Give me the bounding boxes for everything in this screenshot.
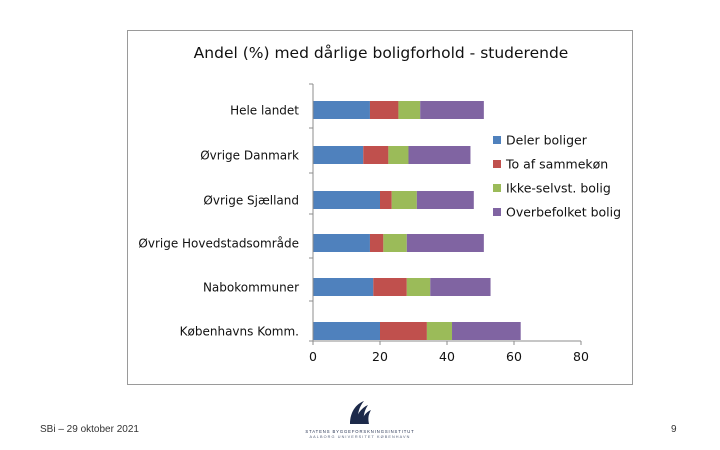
bar-segment: [420, 101, 484, 119]
legend-swatch: [493, 208, 501, 216]
bar-segment: [398, 101, 421, 119]
logo-mark-icon: [350, 401, 371, 424]
logo-text-line2: AALBORG UNIVERSITET KØBENHAVN: [309, 435, 411, 439]
institute-logo: STATENS BYGGEFORSKNINGSINSTITUT AALBORG …: [298, 398, 422, 442]
legend-label: Ikke-selvst. bolig: [506, 181, 611, 196]
page-number: 9: [671, 424, 677, 435]
category-label: Øvrige Hovedstadsområde: [138, 237, 299, 251]
bar-segment: [406, 278, 431, 296]
legend-label: Deler boliger: [506, 133, 588, 148]
chart-title: Andel (%) med dårlige boligforhold - stu…: [194, 44, 569, 62]
bar-segment: [388, 146, 409, 164]
category-label: Nabokommuner: [203, 281, 299, 295]
legend-label: To af sammekøn: [505, 157, 608, 172]
x-tick-label: 80: [573, 349, 589, 364]
legend-swatch: [493, 184, 501, 192]
bar-segment: [313, 101, 370, 119]
bar-segment: [313, 146, 364, 164]
legend-label: Overbefolket bolig: [506, 205, 621, 220]
category-label: Hele landet: [230, 104, 299, 118]
footer-date: SBi – 29 oktober 2021: [40, 424, 139, 435]
bar-segment: [380, 322, 427, 340]
category-label: Københavns Komm.: [180, 325, 299, 339]
bar-segment: [313, 278, 374, 296]
logo-text-line1: STATENS BYGGEFORSKNINGSINSTITUT: [305, 429, 415, 434]
bar-segment: [406, 234, 484, 252]
x-tick-label: 60: [506, 349, 522, 364]
bar-segment: [452, 322, 521, 340]
bar-segment: [426, 322, 453, 340]
legend-swatch: [493, 136, 501, 144]
x-tick-label: 0: [309, 349, 317, 364]
bar-segment: [391, 191, 417, 209]
category-label: Øvrige Danmark: [200, 149, 299, 163]
bar-segment: [313, 191, 380, 209]
chart-frame: Andel (%) med dårlige boligforhold - stu…: [127, 30, 633, 385]
bar-segment: [383, 234, 407, 252]
bar-segment: [430, 278, 491, 296]
bar-segment: [369, 101, 399, 119]
bar-segment: [363, 146, 389, 164]
legend-swatch: [493, 160, 501, 168]
bar-segment: [369, 234, 384, 252]
stacked-bar-chart: Andel (%) med dårlige boligforhold - stu…: [138, 44, 621, 364]
bar-segment: [416, 191, 474, 209]
bar-segment: [313, 322, 380, 340]
x-tick-label: 40: [439, 349, 455, 364]
bar-segment: [408, 146, 471, 164]
category-label: Øvrige Sjælland: [203, 194, 299, 208]
bar-segment: [380, 191, 392, 209]
x-tick-label: 20: [372, 349, 388, 364]
bar-segment: [373, 278, 407, 296]
bar-segment: [313, 234, 370, 252]
